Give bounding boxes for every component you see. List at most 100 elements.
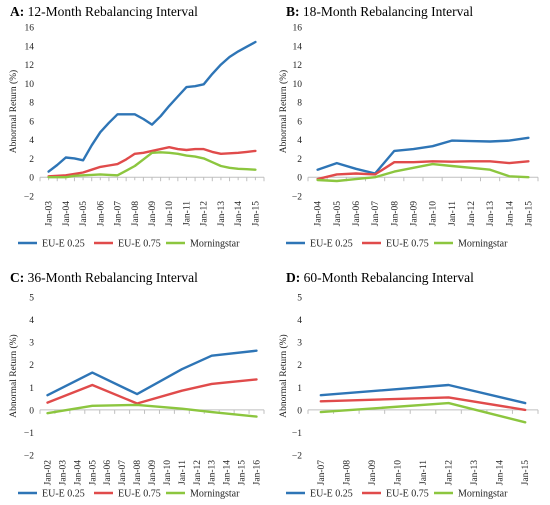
y-tick-label: 3 — [29, 339, 34, 349]
y-tick-label: 1 — [29, 384, 34, 394]
legend-label: EU-E 0.25 — [42, 489, 85, 500]
y-tick-label: 14 — [25, 42, 35, 52]
panel-letter: A: — [10, 4, 24, 19]
x-tick-label: Jan-08 — [133, 460, 143, 486]
x-tick-label: Jan-14 — [505, 201, 515, 227]
x-tick-label: Jan-07 — [118, 460, 128, 486]
y-tick-label: 16 — [293, 24, 303, 34]
panel-title-text: 12-Month Rebalancing Interval — [24, 4, 198, 19]
legend: EU-E 0.25 EU-E 0.75 Morningstar — [286, 489, 508, 500]
x-tick-label: Jan-14 — [223, 460, 233, 486]
panel-title-text: 18-Month Rebalancing Interval — [300, 4, 474, 19]
y-tick-label: 14 — [293, 42, 303, 52]
x-tick-label: Jan-09 — [409, 201, 419, 227]
y-tick-label: 0 — [297, 174, 302, 184]
panel-title-text: 36-Month Rebalancing Interval — [24, 270, 198, 285]
x-tick-label: Jan-08 — [390, 201, 400, 227]
y-tick-label: 0 — [29, 406, 34, 416]
x-tick-label: Jan-04 — [62, 201, 72, 227]
series-line-1 — [47, 145, 257, 178]
y-tick-label: 16 — [25, 24, 35, 34]
panel-0: A: 12-Month Rebalancing Interval Abnormal… — [8, 4, 265, 250]
x-tick-label: Jan-03 — [58, 460, 68, 486]
legend-label: EU-E 0.75 — [118, 489, 161, 500]
panel-title: B: 18-Month Rebalancing Interval — [286, 4, 473, 19]
series-line-0 — [319, 383, 527, 405]
y-tick-label: 8 — [297, 99, 302, 109]
series-line-0 — [47, 40, 257, 173]
x-tick-label: Jan-10 — [429, 201, 439, 227]
legend-label: EU-E 0.75 — [386, 489, 429, 500]
series-line-1 — [46, 378, 258, 405]
x-tick-label: Jan-15 — [251, 201, 261, 227]
legend-label: EU-E 0.25 — [310, 489, 353, 500]
legend-label: EU-E 0.75 — [386, 239, 429, 250]
x-tick-label: Jan-15 — [521, 460, 531, 486]
y-axis-label: Abnormal Return (%) — [278, 334, 289, 417]
y-tick-label: −2 — [24, 193, 34, 203]
x-tick-label: Jan-03 — [45, 201, 55, 227]
x-tick-label: Jan-10 — [393, 460, 403, 486]
x-tick-label: Jan-02 — [43, 460, 53, 486]
x-tick-label: Jan-09 — [148, 201, 158, 227]
series-line-1 — [316, 160, 530, 181]
y-tick-label: 4 — [297, 316, 302, 326]
x-tick-label: Jan-12 — [445, 460, 455, 486]
panel-letter: B: — [286, 4, 300, 19]
x-tick-label: Jan-05 — [79, 201, 89, 227]
panel-title-text: 60-Month Rebalancing Interval — [300, 270, 474, 285]
panel-letter: D: — [286, 270, 300, 285]
y-tick-label: 0 — [297, 406, 302, 416]
x-tick-label: Jan-10 — [163, 460, 173, 486]
x-tick-label: Jan-04 — [314, 201, 324, 227]
y-tick-label: 2 — [297, 155, 302, 165]
y-axis-label: Abnormal Return (%) — [8, 334, 19, 417]
x-tick-label: Jan-13 — [217, 201, 227, 227]
series-line-2 — [47, 151, 257, 179]
x-tick-label: Jan-10 — [165, 201, 175, 227]
legend-label: Morningstar — [458, 489, 508, 500]
x-tick-label: Jan-11 — [178, 460, 188, 485]
x-tick-label: Jan-15 — [238, 460, 248, 486]
legend: EU-E 0.25 EU-E 0.75 Morningstar — [18, 489, 240, 500]
x-tick-label: Jan-09 — [148, 460, 158, 486]
x-tick-label: Jan-07 — [114, 201, 124, 227]
y-tick-label: 0 — [29, 174, 34, 184]
y-tick-label: 12 — [293, 61, 303, 71]
panel-letter: C: — [10, 270, 24, 285]
y-tick-label: −1 — [24, 429, 34, 439]
y-tick-label: 8 — [29, 99, 34, 109]
x-tick-label: Jan-13 — [486, 201, 496, 227]
y-tick-label: 4 — [29, 316, 34, 326]
series-line-1 — [319, 396, 527, 412]
y-tick-label: 2 — [297, 361, 302, 371]
series-line-0 — [316, 136, 530, 175]
y-tick-label: −2 — [292, 452, 302, 462]
y-tick-label: 6 — [29, 117, 34, 127]
y-tick-label: 5 — [29, 294, 34, 304]
x-tick-label: Jan-11 — [448, 201, 458, 226]
y-tick-label: 12 — [25, 61, 35, 71]
x-tick-label: Jan-05 — [333, 201, 343, 227]
panel-title: A: 12-Month Rebalancing Interval — [10, 4, 198, 19]
y-tick-label: 2 — [29, 361, 34, 371]
x-tick-label: Jan-13 — [208, 460, 218, 486]
x-tick-label: Jan-08 — [131, 201, 141, 227]
y-tick-label: 6 — [297, 117, 302, 127]
legend: EU-E 0.25 EU-E 0.75 Morningstar — [18, 239, 240, 250]
y-tick-label: 1 — [297, 384, 302, 394]
series-line-2 — [319, 401, 527, 424]
panel-1: B: 18-Month Rebalancing Interval Abnormal… — [278, 4, 539, 250]
series-line-0 — [46, 349, 258, 397]
y-tick-label: 4 — [29, 136, 34, 146]
x-tick-label: Jan-07 — [371, 201, 381, 227]
x-tick-label: Jan-14 — [234, 201, 244, 227]
y-tick-label: −2 — [24, 452, 34, 462]
y-tick-label: 2 — [29, 155, 34, 165]
x-tick-label: Jan-12 — [200, 201, 210, 227]
x-tick-label: Jan-11 — [419, 460, 429, 485]
x-tick-label: Jan-05 — [88, 460, 98, 486]
x-tick-label: Jan-06 — [103, 460, 113, 486]
x-tick-label: Jan-04 — [73, 460, 83, 486]
legend-label: Morningstar — [458, 239, 508, 250]
